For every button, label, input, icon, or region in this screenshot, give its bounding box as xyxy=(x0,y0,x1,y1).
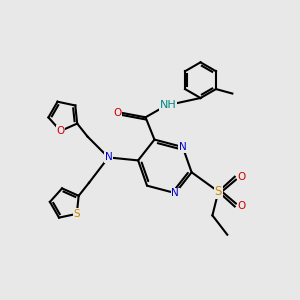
Text: O: O xyxy=(237,172,245,182)
Text: S: S xyxy=(215,185,222,198)
Text: O: O xyxy=(113,108,122,118)
Text: O: O xyxy=(237,202,245,212)
Text: N: N xyxy=(104,152,112,162)
Text: S: S xyxy=(74,209,80,219)
Text: O: O xyxy=(56,126,65,136)
Text: NH: NH xyxy=(160,100,176,110)
Text: N: N xyxy=(171,188,179,198)
Text: N: N xyxy=(179,142,187,152)
